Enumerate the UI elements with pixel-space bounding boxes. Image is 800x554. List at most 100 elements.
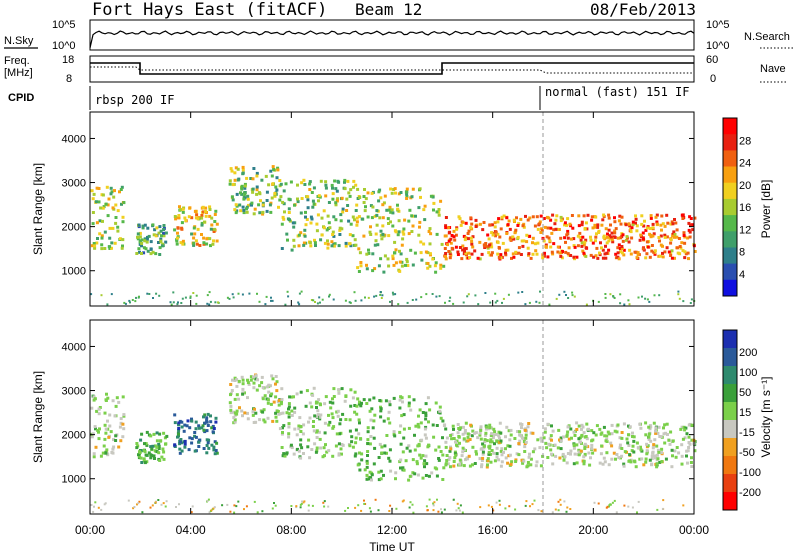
velocity-cell	[400, 414, 404, 418]
colorbar-segment	[723, 474, 737, 493]
velocity-cell	[447, 458, 451, 462]
velocity-cell	[461, 450, 465, 454]
velocity-cell	[407, 404, 411, 408]
power-cell	[213, 227, 217, 231]
velocity-cell	[315, 429, 319, 433]
power-cell	[304, 210, 307, 214]
power-cell	[602, 213, 606, 217]
velocity-cell	[165, 500, 168, 503]
velocity-cell	[484, 431, 488, 435]
power-cell	[413, 251, 417, 255]
power-cell	[432, 201, 436, 205]
velocity-cell	[631, 506, 634, 509]
velocity-cell	[655, 453, 659, 457]
power-cell	[369, 225, 372, 229]
velocity-cell	[348, 444, 352, 448]
power-cell	[319, 301, 321, 304]
velocity-cell	[547, 442, 551, 446]
velocity-cell	[173, 413, 177, 417]
power-cell	[103, 230, 107, 234]
power-cell	[173, 228, 177, 232]
velocity-cell	[100, 508, 103, 511]
velocity-cell	[154, 501, 157, 504]
velocity-cell	[654, 431, 658, 435]
velocity-cell	[287, 415, 291, 419]
power-cell	[162, 224, 166, 227]
velocity-cell	[356, 397, 360, 401]
power-cell	[408, 208, 412, 212]
velocity-cell	[252, 381, 256, 385]
velocity-cell	[664, 431, 668, 435]
power-cell	[597, 300, 600, 303]
power-cell	[547, 216, 551, 220]
power-cell	[494, 234, 497, 238]
velocity-cell	[683, 428, 687, 432]
velocity-cell	[559, 503, 562, 506]
power-cell	[677, 237, 681, 240]
power-cell	[200, 223, 204, 227]
y-tick-label: 3000	[62, 178, 86, 190]
velocity-cell	[135, 446, 139, 450]
velocity-cell	[498, 436, 501, 440]
velocity-cell	[615, 430, 619, 434]
velocity-cell	[302, 452, 305, 455]
power-cell	[661, 222, 665, 226]
power-cell	[649, 233, 653, 237]
velocity-cell	[119, 439, 123, 443]
power-cell	[158, 294, 161, 297]
velocity-cell	[103, 411, 107, 415]
colorbar-tick-label: -15	[739, 427, 755, 439]
velocity-cell	[328, 400, 332, 404]
power-cell	[675, 228, 679, 232]
velocity-cell	[398, 430, 402, 434]
velocity-cell	[645, 449, 649, 453]
velocity-cell	[413, 433, 416, 437]
power-cell	[467, 293, 470, 296]
velocity-cell	[274, 382, 277, 386]
power-cell	[238, 203, 242, 207]
velocity-cell	[424, 414, 428, 417]
velocity-cell	[558, 456, 562, 460]
velocity-cell	[462, 437, 466, 441]
power-cell	[539, 231, 543, 234]
velocity-cell	[162, 457, 166, 461]
power-cell	[454, 245, 458, 249]
power-cell	[478, 222, 482, 226]
power-cell	[309, 215, 313, 219]
power-cell	[509, 236, 513, 240]
velocity-cell	[687, 441, 691, 444]
power-cell	[481, 228, 485, 232]
velocity-cell	[441, 419, 445, 423]
power-cell	[298, 292, 301, 295]
power-cell	[200, 216, 204, 220]
velocity-cell	[607, 432, 611, 436]
power-cell	[504, 251, 507, 255]
velocity-cell	[690, 465, 694, 468]
velocity-cell	[417, 442, 421, 446]
power-cell	[406, 264, 410, 267]
velocity-cell	[112, 438, 115, 442]
velocity-cell	[589, 456, 592, 460]
velocity-cell	[155, 431, 159, 435]
power-cell	[410, 195, 414, 199]
power-cell	[405, 195, 409, 199]
power-cell	[649, 227, 652, 230]
power-cell	[544, 245, 548, 249]
power-cell	[604, 293, 607, 295]
velocity-cell	[211, 424, 215, 428]
velocity-cell	[529, 505, 531, 508]
power-cell	[565, 294, 567, 296]
velocity-cell	[246, 396, 249, 400]
velocity-cell	[587, 451, 591, 455]
colorbar-segment	[723, 215, 737, 232]
x-tick-label: 04:00	[176, 523, 206, 537]
velocity-cell	[205, 451, 209, 455]
colorbar-tick-label: 28	[739, 135, 751, 147]
velocity-cell	[241, 387, 245, 391]
velocity-cell	[149, 506, 152, 509]
velocity-cell	[565, 461, 569, 465]
velocity-cell	[514, 508, 517, 511]
power-cell	[669, 241, 673, 245]
power-cell	[551, 213, 555, 217]
velocity-cell	[427, 420, 430, 424]
